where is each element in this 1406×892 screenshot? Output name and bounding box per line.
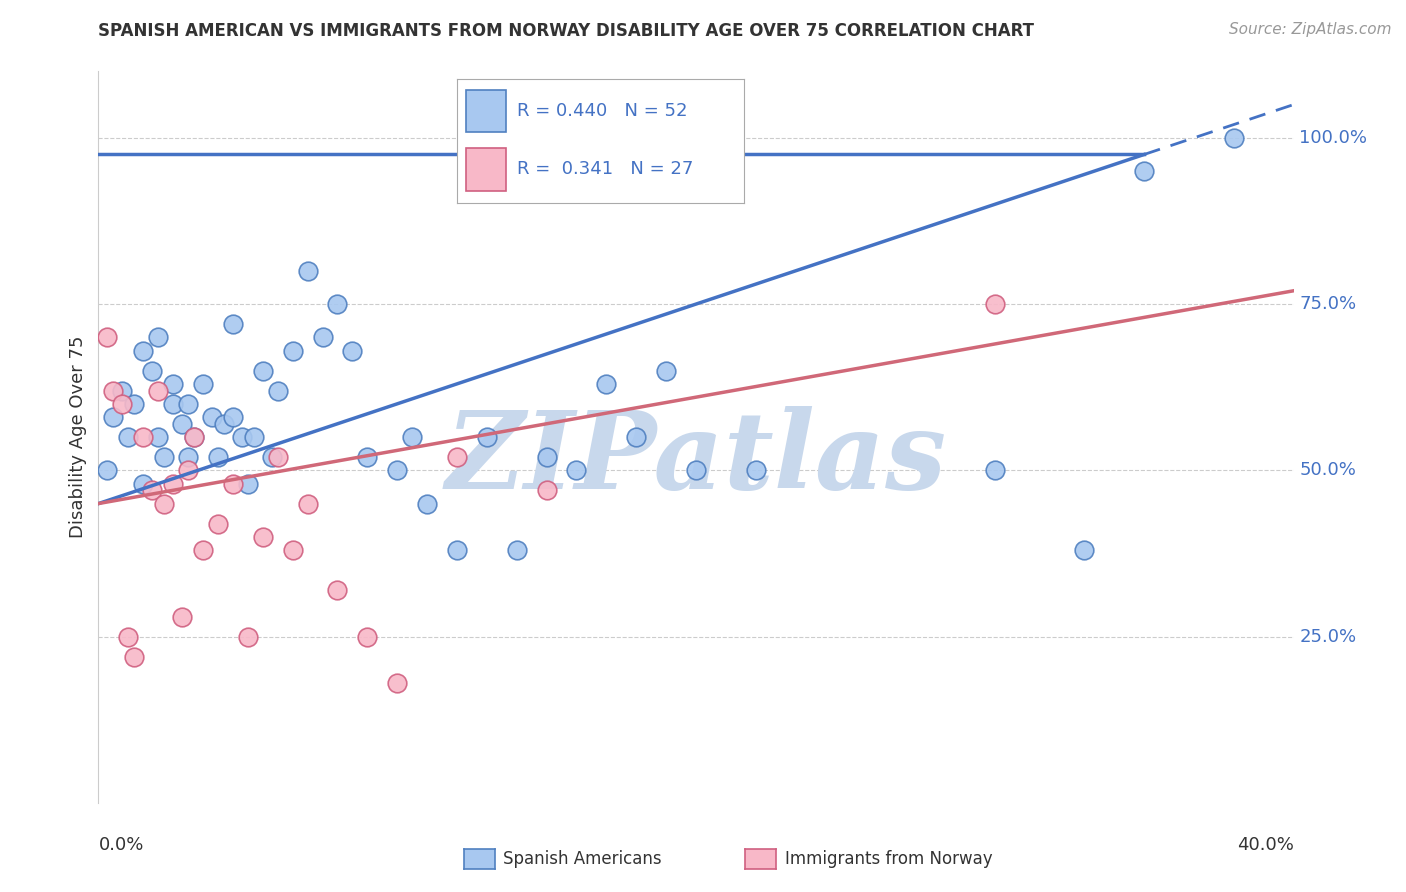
Point: [212, 417, 235, 431]
Point: [103, 410, 125, 425]
Point: [124, 397, 146, 411]
Point: [117, 430, 139, 444]
Point: [201, 410, 224, 425]
Point: [983, 463, 1005, 477]
Point: [326, 297, 349, 311]
Point: [475, 430, 498, 444]
Point: [252, 363, 274, 377]
Point: [446, 450, 468, 464]
Point: [565, 463, 588, 477]
Point: [153, 450, 176, 464]
Point: [446, 543, 468, 558]
Point: [153, 497, 176, 511]
Point: [148, 430, 170, 444]
Point: [655, 363, 678, 377]
Point: [385, 676, 409, 690]
Point: [132, 343, 155, 358]
Point: [103, 384, 125, 398]
Point: [172, 417, 194, 431]
Text: 0.0%: 0.0%: [98, 836, 143, 854]
Point: [148, 330, 170, 344]
Point: [236, 630, 259, 644]
Point: [96, 330, 118, 344]
Point: [1133, 164, 1156, 178]
Point: [207, 516, 229, 531]
Text: 25.0%: 25.0%: [1299, 628, 1357, 646]
Point: [297, 497, 319, 511]
Point: [231, 430, 253, 444]
Point: [111, 397, 134, 411]
Point: [281, 343, 304, 358]
Point: [132, 476, 155, 491]
Point: [162, 476, 184, 491]
Text: SPANISH AMERICAN VS IMMIGRANTS FROM NORWAY DISABILITY AGE OVER 75 CORRELATION CH: SPANISH AMERICAN VS IMMIGRANTS FROM NORW…: [98, 22, 1035, 40]
Point: [281, 543, 304, 558]
Point: [252, 530, 274, 544]
Point: [1073, 543, 1095, 558]
Point: [311, 330, 333, 344]
Point: [267, 384, 290, 398]
Point: [117, 630, 139, 644]
Point: [111, 384, 134, 398]
Text: Immigrants from Norway: Immigrants from Norway: [785, 850, 993, 868]
Point: [162, 376, 184, 391]
Y-axis label: Disability Age Over 75: Disability Age Over 75: [69, 335, 87, 539]
Text: 100.0%: 100.0%: [1299, 128, 1368, 147]
Point: [342, 343, 364, 358]
Point: [416, 497, 439, 511]
Point: [172, 609, 194, 624]
Point: [326, 582, 349, 597]
Text: 40.0%: 40.0%: [1237, 836, 1294, 854]
Point: [183, 430, 205, 444]
Point: [236, 476, 259, 491]
Point: [356, 450, 378, 464]
Point: [401, 430, 423, 444]
Point: [260, 450, 283, 464]
Point: [132, 430, 155, 444]
Point: [267, 450, 290, 464]
Point: [96, 463, 118, 477]
Point: [191, 376, 214, 391]
Text: 75.0%: 75.0%: [1299, 295, 1357, 313]
Point: [243, 430, 266, 444]
Point: [983, 297, 1005, 311]
Point: [1222, 131, 1246, 145]
Text: Source: ZipAtlas.com: Source: ZipAtlas.com: [1229, 22, 1392, 37]
Point: [141, 363, 163, 377]
Point: [385, 463, 409, 477]
Point: [162, 397, 184, 411]
Point: [148, 384, 170, 398]
Point: [685, 463, 707, 477]
Text: 50.0%: 50.0%: [1299, 461, 1357, 479]
Point: [177, 450, 200, 464]
Point: [506, 543, 529, 558]
Point: [191, 543, 214, 558]
Point: [177, 397, 200, 411]
Point: [536, 450, 558, 464]
Point: [536, 483, 558, 498]
Point: [222, 317, 245, 331]
Point: [183, 430, 205, 444]
Text: Spanish Americans: Spanish Americans: [503, 850, 662, 868]
Point: [124, 649, 146, 664]
Point: [222, 476, 245, 491]
Point: [141, 483, 163, 498]
Point: [177, 463, 200, 477]
Point: [624, 430, 647, 444]
Point: [356, 630, 378, 644]
Point: [595, 376, 617, 391]
Point: [745, 463, 768, 477]
Point: [297, 264, 319, 278]
Text: ZIPatlas: ZIPatlas: [446, 406, 946, 512]
Point: [222, 410, 245, 425]
Point: [207, 450, 229, 464]
